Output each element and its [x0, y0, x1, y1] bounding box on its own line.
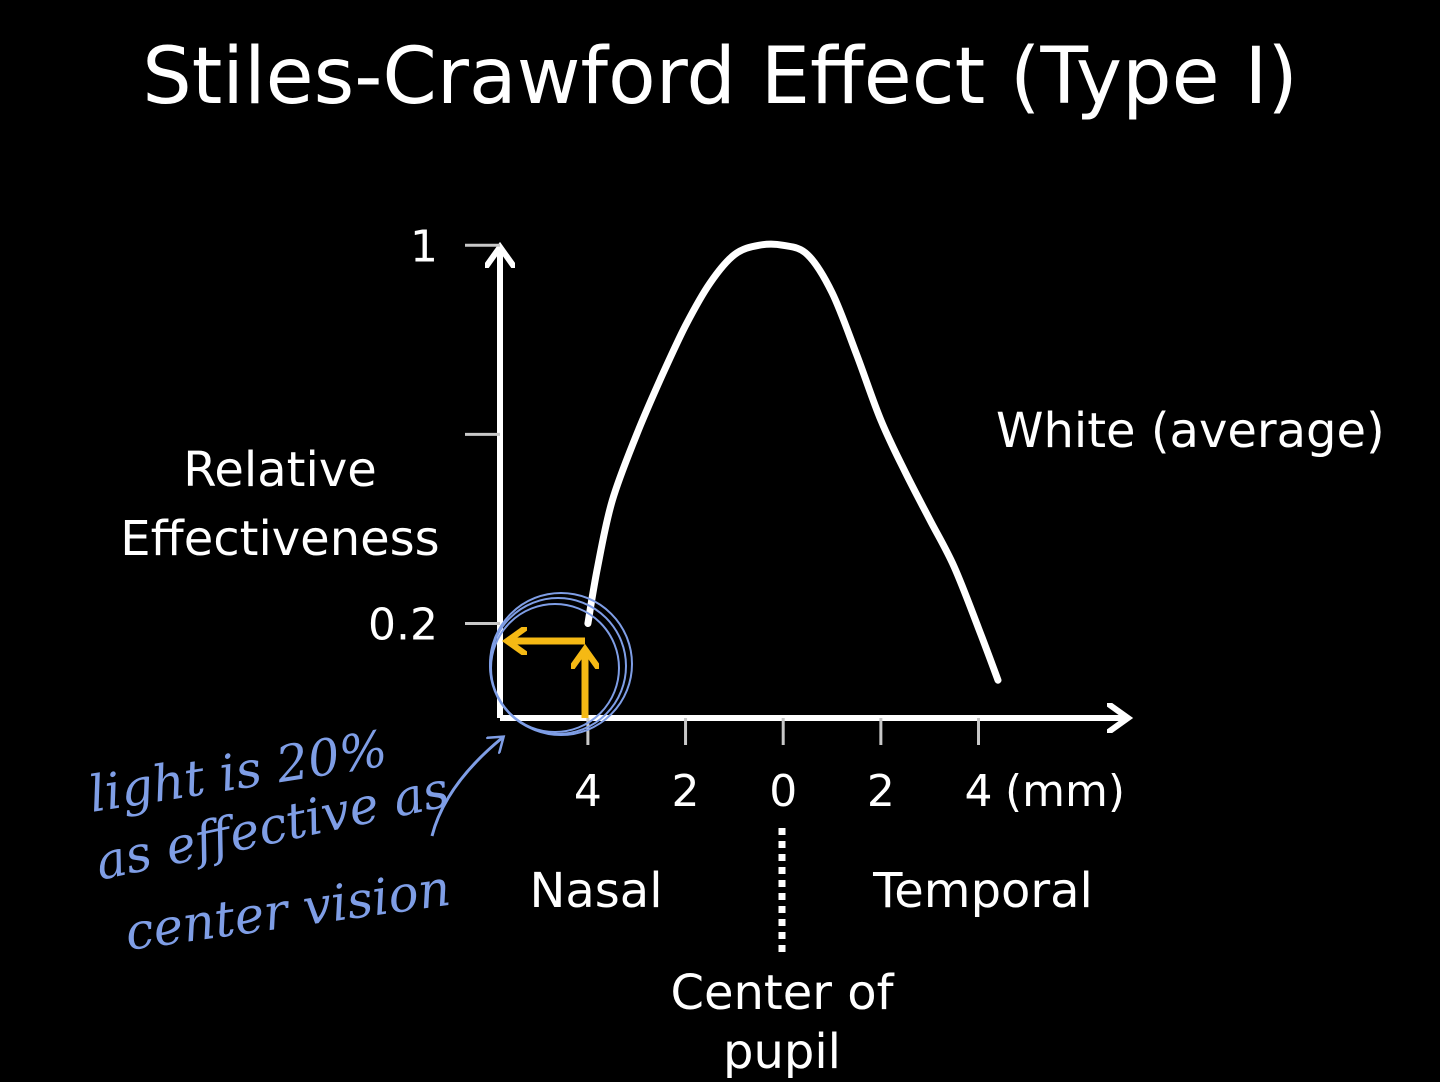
y-tick-label: 1: [410, 221, 438, 272]
x-ticks: 4 2 0 2 4: [574, 718, 993, 817]
nasal-label: Nasal: [529, 863, 662, 919]
center-label-line-1: Center of: [670, 965, 894, 1021]
x-tick-label: 2: [867, 766, 895, 817]
temporal-label: Temporal: [872, 863, 1093, 919]
x-tick-label: 0: [769, 766, 797, 817]
annotation-arrow: [430, 738, 502, 837]
x-axis-unit: (mm): [1005, 766, 1125, 817]
series-layer: White (average): [584, 240, 1385, 684]
y-axis-label: Relative Effectiveness: [120, 442, 439, 567]
series-line: [584, 240, 1002, 684]
y-axis-label-line-1: Relative: [183, 442, 377, 498]
highlight-circle: [489, 592, 633, 736]
x-tick-label: 2: [672, 766, 700, 817]
handwritten-annotation: light is 20% as effective as center visi…: [85, 720, 502, 962]
center-label-line-2: pupil: [723, 1024, 841, 1080]
y-ticks: 0.21: [368, 221, 500, 650]
x-tick-label: 4: [574, 766, 602, 817]
y-tick-label: 0.2: [368, 599, 438, 650]
chart-title: Stiles-Crawford Effect (Type I): [142, 32, 1298, 122]
x-tick-label: 4: [965, 766, 993, 817]
y-axis-label-line-2: Effectiveness: [120, 511, 439, 567]
region-labels: Nasal Temporal Center of pupil: [529, 828, 1093, 1080]
series-label: White (average): [996, 403, 1385, 459]
twenty-percent-marker: [489, 592, 633, 736]
